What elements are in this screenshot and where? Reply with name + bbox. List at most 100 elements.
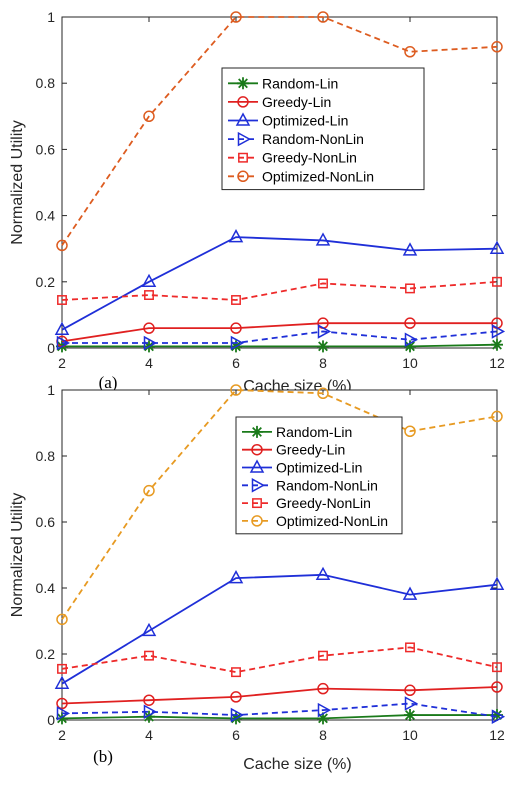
series-greedy-nonlin — [57, 276, 502, 305]
data-point — [143, 484, 155, 497]
data-point — [489, 240, 505, 254]
y-axis-label: Normalized Utility — [9, 120, 26, 244]
x-tick-label: 2 — [58, 727, 66, 743]
x-axis-label: Cache size (%) — [243, 756, 351, 773]
data-point — [491, 410, 503, 423]
legend-label: Greedy-NonLin — [262, 150, 357, 166]
series-line — [61, 714, 497, 720]
chart-panel-b: 2 4 6 8 10 12 0 0.2 0.4 0.6 0.8 1 Cache size (%) Norm… — [9, 382, 506, 773]
data-point — [56, 706, 71, 721]
data-point — [492, 276, 502, 287]
data-point — [317, 387, 329, 400]
legend-marker — [251, 478, 266, 493]
series-random-lin — [56, 709, 503, 725]
data-point — [404, 696, 419, 711]
x-tick-label: 12 — [489, 727, 505, 743]
data-point — [144, 290, 154, 300]
data-point — [492, 662, 502, 673]
legend-label: Optimized-NonLin — [262, 168, 374, 184]
x-tick-label: 12 — [489, 355, 505, 371]
y-tick-label: 0 — [47, 712, 55, 728]
x-tick-label: 2 — [58, 355, 66, 371]
data-point — [141, 622, 157, 637]
x-tick-label: 8 — [319, 355, 327, 371]
series-line — [61, 389, 498, 620]
panel-label: (a) — [99, 373, 118, 392]
data-point — [143, 694, 155, 706]
x-tick-label: 6 — [232, 355, 240, 371]
series-line — [61, 702, 498, 718]
y-tick-label: 0.2 — [36, 646, 56, 662]
series-random-nonlin — [56, 324, 506, 351]
data-point — [404, 340, 416, 353]
series-line — [61, 280, 498, 301]
data-point — [144, 650, 154, 661]
y-tick-label: 1 — [47, 382, 55, 398]
legend-marker — [237, 170, 249, 183]
y-tick-label: 0.4 — [36, 580, 56, 596]
y-tick-label: 0.4 — [36, 208, 56, 224]
data-point — [402, 586, 418, 600]
y-tick-label: 0.8 — [36, 448, 56, 464]
data-point — [491, 709, 503, 722]
series-greedy-lin — [56, 681, 503, 710]
series-optimized-nonlin — [56, 384, 503, 626]
series-line — [61, 16, 498, 246]
series-random-nonlin — [56, 696, 506, 724]
data-point — [56, 613, 68, 626]
data-point — [143, 110, 155, 123]
data-point — [405, 642, 415, 653]
data-point — [141, 273, 157, 288]
series-optimized-lin — [54, 229, 505, 336]
legend-label: Optimized-Lin — [276, 460, 362, 476]
data-point — [491, 324, 506, 339]
data-point — [318, 650, 328, 661]
data-point — [317, 11, 329, 23]
data-point — [317, 702, 332, 718]
legend: Random-LinGreedy-LinOptimized-LinRandom-… — [221, 67, 425, 191]
data-point — [230, 322, 242, 334]
data-point — [402, 242, 418, 256]
y-tick-label: 0.8 — [36, 75, 56, 91]
legend-label: Greedy-NonLin — [276, 495, 371, 511]
legend-label: Random-Lin — [276, 424, 352, 440]
data-point — [404, 317, 416, 329]
y-tick-label: 0.6 — [36, 141, 56, 157]
series-line — [61, 322, 497, 343]
legend-label: Optimized-NonLin — [276, 513, 388, 529]
data-point — [54, 321, 70, 336]
y-axis-label: Normalized Utility — [9, 493, 26, 617]
data-point — [491, 338, 503, 351]
data-point — [231, 667, 241, 678]
legend-marker — [235, 112, 251, 126]
data-point — [317, 340, 329, 353]
y-tick-label: 0.2 — [36, 274, 56, 290]
legend-label: Greedy-Lin — [276, 442, 345, 458]
series-line — [62, 343, 498, 348]
data-point — [56, 335, 71, 351]
y-tick-label: 0.6 — [36, 514, 56, 530]
data-point — [317, 682, 329, 695]
legend-label: Optimized-Lin — [262, 113, 348, 129]
x-tick-label: 4 — [145, 727, 153, 743]
data-point — [491, 709, 506, 724]
data-point — [317, 324, 332, 339]
data-point — [230, 691, 242, 703]
data-point — [315, 566, 331, 581]
legend-label: Random-NonLin — [276, 477, 378, 493]
data-point — [404, 425, 416, 437]
legend-marker — [251, 425, 263, 438]
legend: Random-Lin Greedy-Lin Optimized-LinRandom-… — [235, 416, 403, 535]
data-point — [230, 707, 245, 723]
series-line — [61, 236, 498, 331]
data-point — [56, 697, 68, 710]
series-optimized-lin — [54, 566, 505, 689]
series-greedy-nonlin — [57, 642, 502, 678]
data-point — [405, 283, 415, 294]
x-tick-label: 10 — [402, 355, 418, 371]
legend-box — [235, 416, 403, 535]
legend-marker — [252, 498, 262, 509]
data-point — [57, 295, 67, 305]
data-point — [404, 332, 419, 347]
